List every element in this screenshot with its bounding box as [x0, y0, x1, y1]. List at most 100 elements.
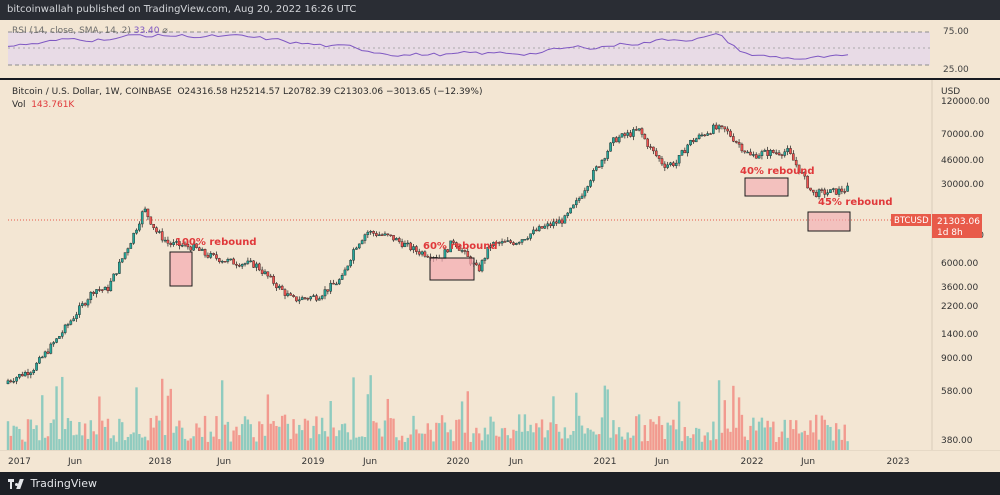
candle-body: [280, 285, 284, 290]
volume-bar: [415, 429, 418, 450]
candle-body: [297, 299, 301, 302]
price-axis-ticks: 200000.00120000.0070000.0046000.0030000.…: [941, 51, 990, 468]
rebound-box-2: [429, 257, 475, 281]
candle-body: [92, 291, 95, 294]
candle-body: [466, 250, 470, 257]
volume-bar: [400, 435, 404, 450]
volume-bar: [629, 437, 632, 450]
volume-bar: [780, 431, 784, 450]
volume-bar: [286, 423, 290, 450]
low-value: 20782.39: [288, 87, 331, 97]
volume-bar: [335, 436, 338, 450]
volume-bar: [640, 441, 644, 450]
volume-bar: [123, 440, 127, 450]
volume-bar: [438, 423, 441, 450]
candle-body: [549, 223, 552, 227]
volume-bar: [512, 429, 515, 450]
volume-bar: [649, 419, 652, 450]
volume-bar: [98, 396, 101, 450]
volume-bar: [38, 440, 41, 450]
volume-bar: [255, 441, 258, 450]
volume-bar: [529, 424, 532, 450]
candle-body: [583, 190, 587, 197]
volume-bar: [78, 422, 81, 450]
time-tick-label: 2018: [149, 457, 172, 467]
annotation-100: 100% rebound: [175, 237, 257, 248]
volume-bar: [506, 435, 509, 450]
candle-body: [794, 159, 798, 166]
candle-body: [135, 229, 138, 234]
candle-body: [360, 240, 364, 245]
volume-bar: [820, 415, 824, 450]
time-axis[interactable]: 2017 Jun 2018 Jun 2019 Jun 2020 Jun 2021 Jun 2022 J…: [0, 449, 1000, 472]
rsi-extra: ⌀: [162, 26, 168, 36]
high-label: H: [230, 87, 238, 97]
rebound-box-1: [169, 251, 193, 287]
volume-bar: [832, 440, 835, 450]
price-tick-label: 70000.00: [941, 130, 984, 140]
price-tick-label: 1400.00: [941, 330, 978, 340]
volume-bar: [226, 421, 230, 450]
candle-body: [389, 234, 392, 237]
volume-bar: [452, 441, 455, 450]
volume-bar: [75, 434, 78, 450]
publisher-bar: bitcoinwallah published on TradingView.c…: [0, 0, 1000, 20]
volume-bar: [700, 441, 704, 450]
published-text: bitcoinwallah published on TradingView.c…: [7, 4, 357, 15]
volume-bar: [726, 428, 729, 450]
candle-body: [837, 188, 841, 195]
volume-bar: [223, 424, 227, 450]
volume-bar: [406, 437, 410, 450]
candle-body: [455, 242, 458, 248]
candle-body: [697, 134, 701, 139]
price-tick-label: 30000.00: [941, 180, 984, 190]
volume-bar: [752, 417, 755, 450]
price-tick-label: 120000.00: [941, 97, 990, 107]
volume-bar: [89, 420, 93, 450]
candle-body: [129, 243, 133, 249]
volume-bar: [149, 418, 152, 450]
time-axis-ticks: 2017 Jun 2018 Jun 2019 Jun 2020 Jun 2021 Jun 2022 J…: [8, 457, 909, 467]
volume-bar: [112, 435, 115, 450]
candle-body: [303, 297, 307, 299]
volume-bar: [9, 435, 13, 450]
volume-bar: [178, 420, 181, 450]
price-pane[interactable]: 100% rebound 60% rebound 40% rebound 45%…: [0, 51, 1000, 468]
time-tick-label: Jun: [362, 457, 377, 467]
volume-bar: [552, 396, 555, 450]
rsi-tick-25: 25.00: [943, 65, 969, 75]
volume-bar: [355, 437, 358, 450]
volume-bar: [557, 431, 561, 450]
tradingview-logo-icon: [8, 479, 24, 489]
candle-body: [6, 380, 10, 385]
candle-body: [363, 234, 367, 241]
candle-body: [597, 166, 601, 168]
candle-body: [40, 356, 44, 359]
price-tick-label: 380.00: [941, 436, 973, 446]
price-tick-label: 3600.00: [941, 283, 978, 293]
candle-body: [323, 289, 327, 297]
candle-body: [98, 289, 101, 291]
volume-bar: [29, 419, 33, 450]
volume-bar: [155, 415, 158, 450]
volume-bar: [792, 429, 795, 450]
candle-body: [292, 295, 295, 297]
volume-bar: [692, 434, 695, 450]
volume-bar: [755, 430, 758, 450]
volume-bar: [306, 420, 310, 450]
candle-body: [566, 212, 570, 216]
candle-body: [606, 151, 610, 159]
candle-body: [806, 175, 809, 189]
volume-bar: [323, 431, 327, 450]
volume-bar: [446, 432, 449, 450]
candle-body: [614, 137, 618, 143]
rsi-pane[interactable]: 75.00 25.00 RSI (14, close, SMA, 14, 2) …: [0, 20, 1000, 78]
rsi-legend: RSI (14, close, SMA, 14, 2) 33.40 ⌀: [12, 26, 168, 36]
candle-body: [346, 265, 350, 271]
volume-bar: [840, 439, 844, 450]
volume-bar: [252, 437, 255, 450]
candle-body: [66, 324, 70, 326]
volume-bar: [121, 422, 124, 450]
candle-body: [409, 242, 412, 251]
volume-bar: [338, 430, 341, 450]
